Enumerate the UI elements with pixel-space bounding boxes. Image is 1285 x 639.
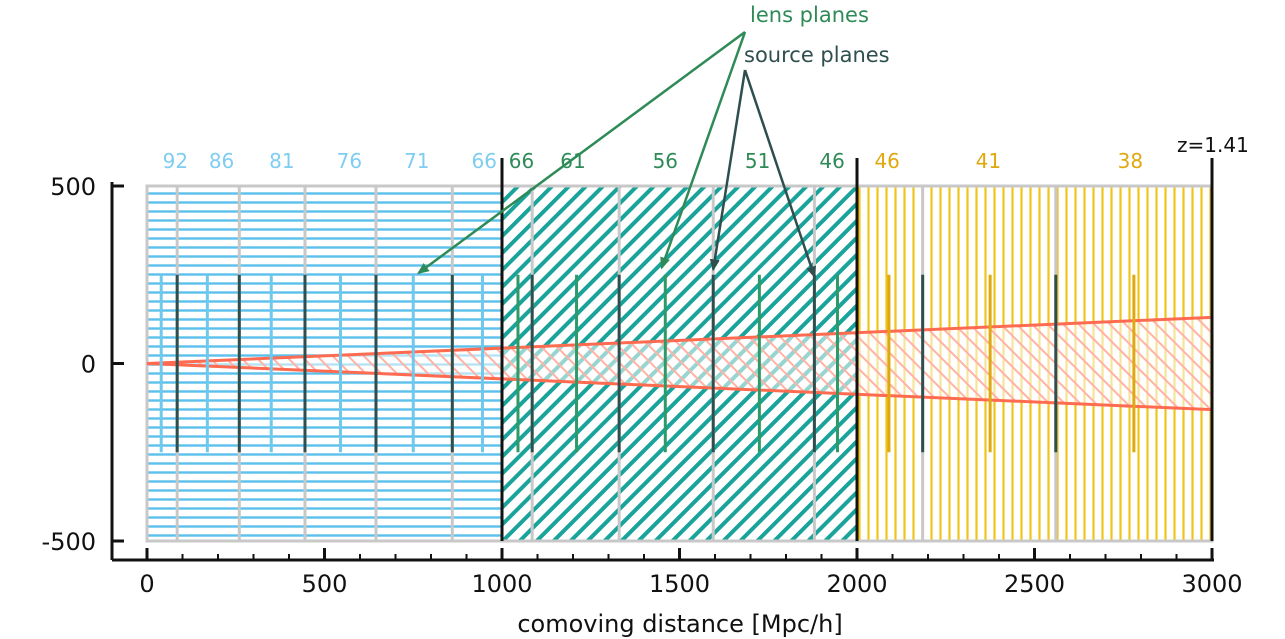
snapshot-number-label: 66 (509, 149, 534, 173)
x-tick-label: 1000 (471, 570, 532, 598)
x-tick-label: 1500 (649, 570, 710, 598)
light-cone (146, 315, 1213, 412)
y-tick-label: 500 (50, 173, 96, 201)
x-tick-label: 500 (302, 570, 348, 598)
x-tick-label: 2000 (826, 570, 887, 598)
source-plane-arrow (743, 69, 816, 279)
lens-planes-annotation: lens planes (750, 3, 869, 27)
source-plane-arrow (709, 69, 747, 272)
y-tick-label: -500 (42, 528, 96, 556)
x-tick-label: 0 (139, 570, 154, 598)
snapshot-number-label: 81 (269, 149, 294, 173)
snapshot-number-label: 41 (976, 149, 1001, 173)
x-tick-label: 3000 (1181, 570, 1242, 598)
light-cone-hatch (147, 317, 1212, 410)
y-tick-label: 0 (81, 351, 96, 379)
snapshot-number-label: 51 (745, 149, 770, 173)
x-axis-label: comoving distance [Mpc/h] (517, 610, 842, 638)
snapshot-number-label: 56 (653, 149, 678, 173)
annotation-arrows (416, 30, 816, 279)
x-tick-label: 2500 (1004, 570, 1065, 598)
redshift-label: z=1.41 (1177, 133, 1249, 157)
snapshot-number-label: 66 (472, 149, 497, 173)
planes (159, 274, 1214, 453)
snapshot-number-label: 92 (163, 149, 188, 173)
snapshot-number-label: 46 (819, 149, 844, 173)
source-planes-annotation: source planes (744, 43, 890, 67)
axes: 0 500 1000 1500 2000 2500 3000 500 0 -500 (42, 158, 1243, 598)
snapshot-labels: 92 86 81 76 71 66 66 61 56 51 46 46 41 38 (163, 149, 1143, 173)
lens-plane-arrow (660, 31, 747, 270)
light-cone-upper-edge (146, 315, 1213, 365)
snapshot-number-label: 46 (874, 149, 899, 173)
light-cone-lower-edge (146, 362, 1213, 412)
snapshot-number-label: 86 (209, 149, 234, 173)
snapshot-number-label: 71 (404, 149, 429, 173)
snapshot-number-label: 76 (337, 149, 362, 173)
lens-plane-arrow (416, 30, 746, 275)
snapshot-number-label: 38 (1118, 149, 1143, 173)
